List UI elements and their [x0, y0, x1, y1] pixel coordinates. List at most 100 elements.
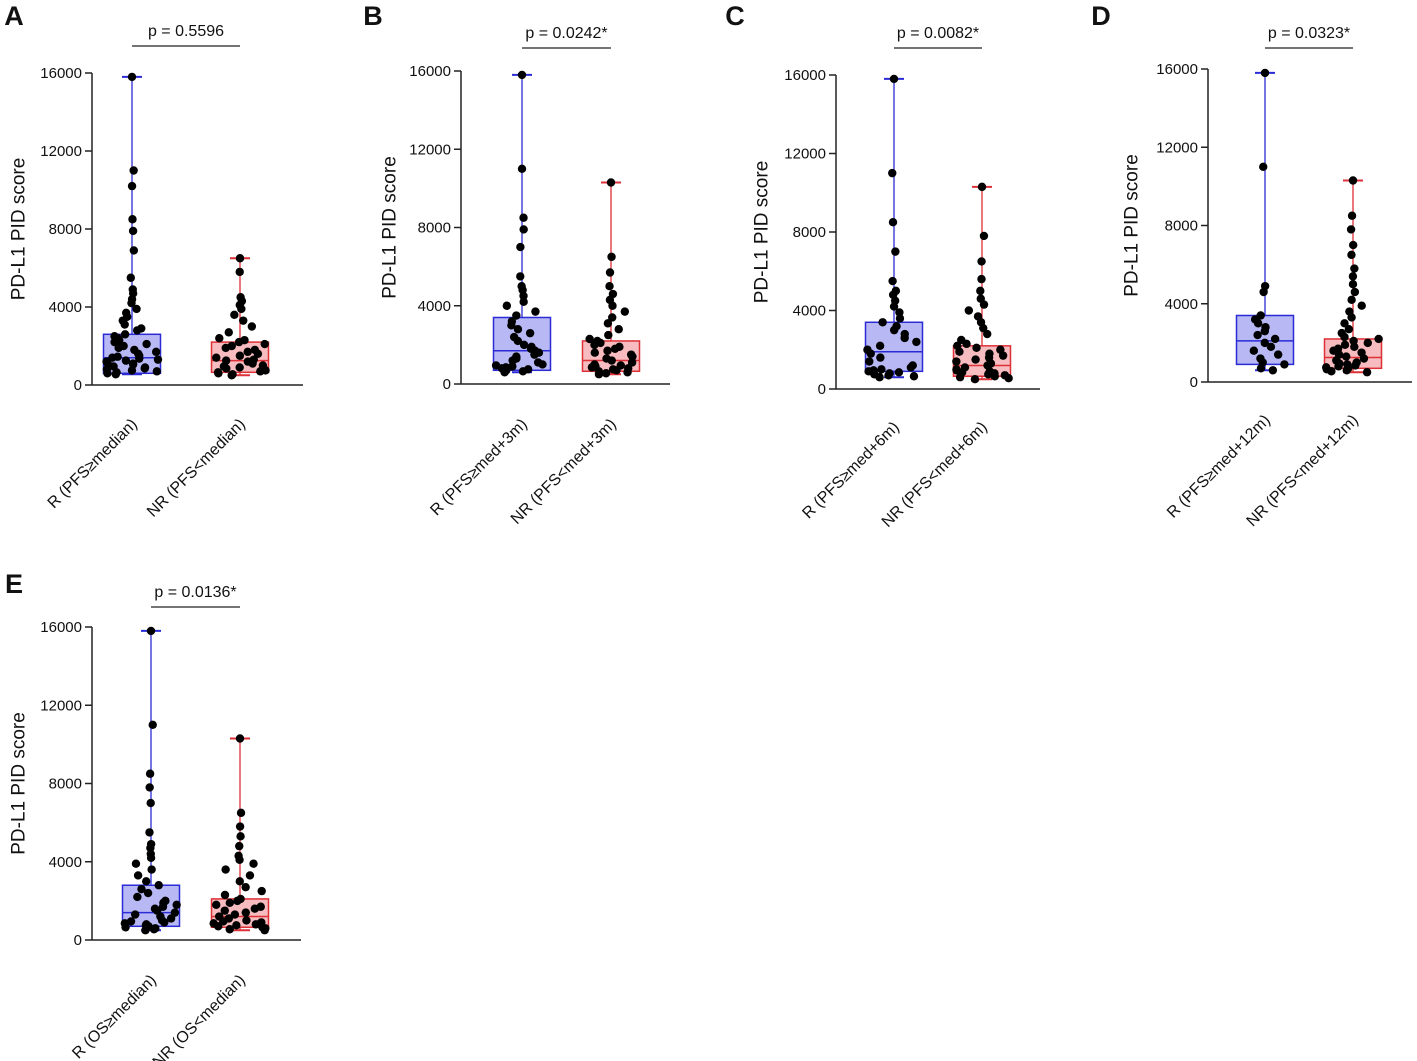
data-point — [976, 286, 985, 296]
data-point — [977, 257, 986, 266]
data-point — [236, 808, 246, 818]
data-point — [889, 302, 899, 311]
data-point — [1374, 334, 1383, 344]
group-r — [120, 626, 181, 935]
data-point — [160, 918, 169, 927]
y-tick-label: 16000 — [409, 63, 451, 80]
data-point — [212, 900, 221, 909]
data-point — [129, 246, 139, 255]
data-point — [983, 329, 992, 339]
panel-letter: E — [5, 569, 23, 599]
y-tick-label: 12000 — [409, 141, 451, 158]
data-point — [147, 865, 156, 874]
data-point — [587, 363, 597, 372]
data-point — [977, 182, 987, 192]
y-tick-label: 0 — [443, 376, 451, 393]
y-axis-label: PD-L1 PID score — [380, 156, 401, 299]
data-point — [530, 350, 539, 359]
data-point — [132, 326, 142, 335]
data-point — [120, 320, 129, 329]
category-label: NR (OS<median) — [150, 972, 249, 1061]
data-point — [1260, 338, 1269, 348]
category-label: R (PFS≥med+6m) — [799, 419, 902, 522]
data-point — [1347, 313, 1356, 322]
p-value-label: p = 0.0082* — [897, 25, 979, 42]
data-point — [889, 325, 899, 335]
group-nr — [209, 734, 270, 935]
data-point — [894, 368, 904, 377]
group-nr — [210, 254, 270, 380]
p-value-label: p = 0.0136* — [154, 584, 236, 601]
data-point — [103, 369, 112, 378]
y-tick-label: 4000 — [793, 303, 826, 320]
data-point — [998, 351, 1008, 360]
data-point — [977, 274, 986, 284]
data-point — [1341, 352, 1351, 361]
data-point — [121, 356, 131, 365]
data-point — [865, 357, 874, 366]
data-point — [214, 922, 223, 931]
data-point — [1004, 374, 1013, 383]
data-point — [525, 328, 535, 338]
y-tick-label: 0 — [74, 377, 82, 394]
y-axis-label: PD-L1 PID score — [9, 158, 30, 301]
data-point — [142, 339, 151, 349]
data-point — [126, 273, 135, 282]
data-point — [234, 337, 244, 347]
data-point — [875, 373, 884, 382]
data-point — [1253, 319, 1263, 328]
y-tick-label: 8000 — [49, 221, 82, 238]
data-point — [237, 304, 246, 314]
data-point — [256, 367, 265, 376]
y-axis-label: PD-L1 PID score — [752, 161, 773, 304]
data-point — [154, 881, 163, 890]
data-point — [614, 325, 623, 334]
data-point — [952, 357, 961, 366]
data-point — [1280, 360, 1289, 369]
data-point — [1357, 301, 1366, 310]
data-point — [1259, 287, 1268, 297]
data-point — [235, 877, 244, 886]
data-point — [142, 877, 151, 886]
p-value-label: p = 0.0323* — [1268, 25, 1350, 42]
data-point — [1344, 324, 1354, 334]
data-point — [507, 321, 516, 330]
y-tick-label: 8000 — [1165, 218, 1198, 235]
data-point — [140, 364, 149, 373]
data-point — [248, 359, 257, 368]
data-point — [146, 798, 155, 808]
data-point — [866, 349, 875, 358]
data-point — [1260, 326, 1270, 336]
data-point — [519, 340, 529, 350]
data-point — [964, 306, 974, 315]
data-point — [133, 871, 143, 880]
data-point — [1350, 287, 1360, 297]
data-point — [912, 337, 921, 347]
data-point — [146, 853, 156, 863]
data-point — [120, 330, 130, 339]
data-point — [225, 925, 234, 934]
data-point — [518, 367, 528, 376]
panel-b: B 0 4000 8000 12000 16000 PD-L1 PID score R (PF… — [363, 1, 670, 528]
data-point — [516, 272, 525, 281]
data-point — [166, 914, 176, 923]
data-point — [604, 330, 613, 340]
data-point — [909, 372, 919, 381]
data-point — [235, 351, 245, 360]
data-point — [1334, 362, 1343, 371]
data-point — [1346, 225, 1356, 234]
y-tick-label: 16000 — [1156, 61, 1198, 78]
data-point — [133, 892, 142, 902]
data-point — [127, 181, 137, 191]
y-tick-label: 8000 — [418, 220, 451, 237]
data-point — [149, 925, 159, 934]
y-tick-label: 12000 — [40, 697, 82, 714]
panel-letter: C — [725, 1, 745, 31]
data-point — [906, 363, 916, 372]
data-point — [1340, 340, 1350, 350]
y-tick-label: 12000 — [784, 146, 826, 163]
data-point — [1348, 272, 1358, 281]
data-point — [222, 364, 231, 373]
